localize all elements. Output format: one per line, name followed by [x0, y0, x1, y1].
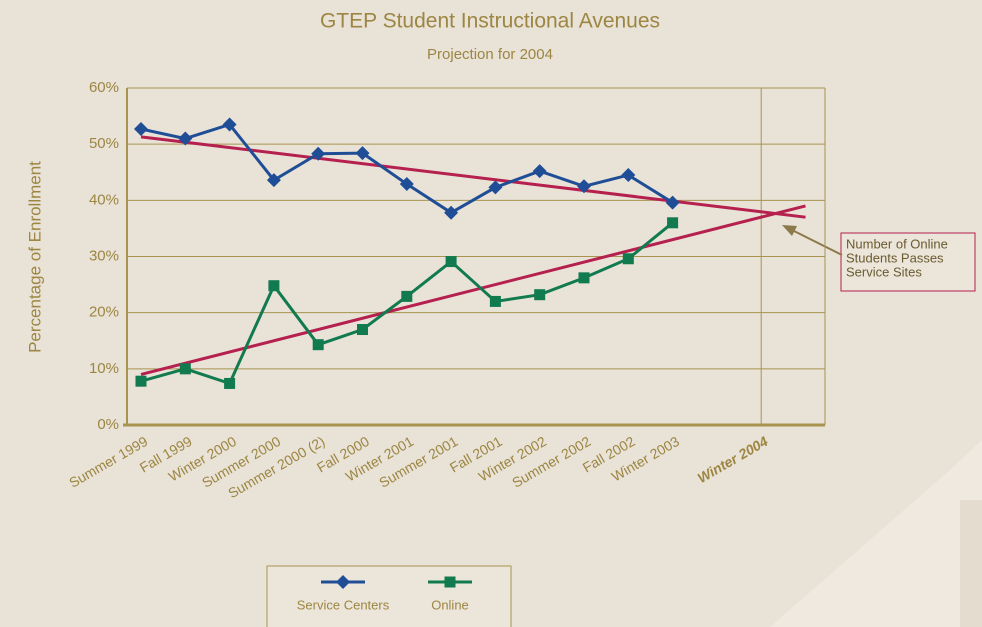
marker — [355, 146, 370, 161]
marker — [357, 324, 368, 336]
trendline — [140, 135, 806, 219]
annotation-arrow — [789, 228, 843, 256]
marker — [266, 173, 281, 188]
marker — [179, 363, 191, 375]
x-tick-label: Winter 2004 — [695, 433, 771, 486]
marker — [224, 377, 236, 389]
marker — [311, 146, 326, 161]
marker — [135, 375, 147, 387]
legend-marker — [336, 575, 350, 589]
chart-subtitle: Projection for 2004 — [427, 46, 553, 63]
marker — [222, 117, 237, 132]
marker — [621, 168, 636, 183]
marker — [622, 253, 634, 265]
series-line — [140, 221, 674, 386]
marker — [401, 290, 413, 302]
y-tick-label: 60% — [89, 79, 119, 96]
legend-label: Online — [431, 597, 469, 612]
marker — [444, 205, 459, 220]
trendline — [140, 204, 806, 376]
marker — [534, 289, 546, 301]
annotation-text: Number of Online — [846, 236, 948, 251]
marker — [399, 177, 414, 192]
marker — [578, 272, 590, 284]
legend-box — [266, 565, 512, 627]
background-shape — [960, 500, 982, 627]
y-axis-label: Percentage of Enrollment — [25, 161, 44, 353]
annotation-text: Students Passes — [846, 250, 944, 265]
marker — [268, 280, 280, 292]
marker — [532, 164, 547, 179]
marker — [665, 195, 680, 210]
marker — [312, 339, 324, 351]
marker — [134, 122, 148, 137]
legend-marker — [444, 576, 456, 588]
y-tick-label: 30% — [89, 247, 119, 264]
y-tick-label: 50% — [89, 135, 119, 152]
background-shape — [770, 440, 982, 627]
marker — [667, 217, 679, 229]
legend-label: Service Centers — [297, 597, 390, 612]
y-tick-label: 40% — [89, 191, 119, 208]
arrow-head — [782, 225, 797, 236]
annotation-box — [840, 232, 976, 292]
y-tick-label: 0% — [97, 416, 119, 433]
marker — [577, 179, 591, 194]
marker — [489, 295, 501, 307]
y-tick-label: 10% — [89, 360, 119, 377]
marker — [445, 256, 457, 268]
chart-title: GTEP Student Instructional Avenues — [320, 10, 660, 33]
y-tick-label: 20% — [89, 304, 119, 321]
legend: Service Centers Online — [297, 575, 472, 612]
marker — [178, 131, 193, 146]
annotation-text: Service Sites — [846, 264, 922, 279]
marker — [488, 180, 503, 195]
